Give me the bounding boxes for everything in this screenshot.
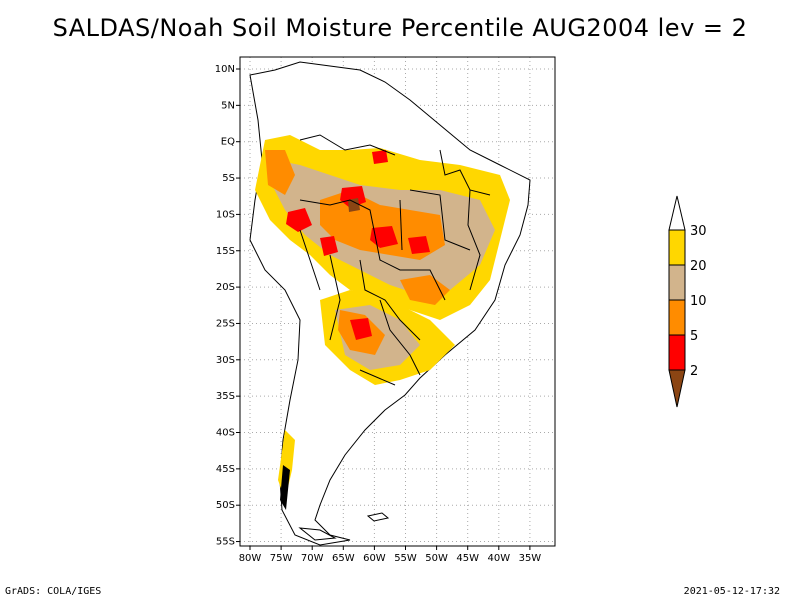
colorbar: 30 20 10 5 2 xyxy=(668,195,707,408)
colorbar-swatch-10-20 xyxy=(668,264,686,301)
lat-label: 5N xyxy=(221,100,235,111)
plot-title: SALDAS/Noah Soil Moisture Percentile AUG… xyxy=(52,14,748,42)
soil-moisture-field xyxy=(249,61,531,546)
lat-label: 10N xyxy=(215,64,235,75)
lon-label: 60W xyxy=(363,553,386,564)
lon-label: 75W xyxy=(270,553,293,564)
colorbar-swatch-5-10 xyxy=(668,299,686,336)
lat-label: 55S xyxy=(216,537,235,548)
red-patch-5 xyxy=(350,318,372,340)
colorbar-label-5: 5 xyxy=(690,329,698,344)
lat-label: 30S xyxy=(216,355,235,366)
axis-labels: 10N 5N EQ 5S 10S 15S 20S 25S 30S 35S 40S 45S 50S 55S 8… xyxy=(215,64,542,564)
lon-label: 45W xyxy=(456,553,479,564)
red-patch-7 xyxy=(372,150,388,164)
lat-label: 5S xyxy=(222,173,235,184)
lat-label: 35S xyxy=(216,391,235,402)
map-frame xyxy=(239,56,556,547)
lat-label: 50S xyxy=(216,500,235,511)
lon-label: 40W xyxy=(487,553,510,564)
footer-timestamp: 2021-05-12-17:32 xyxy=(683,586,780,597)
lon-label: 80W xyxy=(239,553,262,564)
lat-label: 15S xyxy=(216,246,235,257)
colorbar-label-10: 10 xyxy=(690,294,707,309)
red-patch-6 xyxy=(320,236,338,256)
tierra-del-fuego xyxy=(298,527,337,541)
country-borders xyxy=(299,134,491,386)
red-patch-1 xyxy=(286,208,312,232)
lon-label: 55W xyxy=(394,553,417,564)
colorbar-label-20: 20 xyxy=(690,259,707,274)
chile-archipelago xyxy=(280,465,290,510)
lon-label: 35W xyxy=(519,553,542,564)
lat-label: 45S xyxy=(216,464,235,475)
colorbar-top-triangle xyxy=(668,195,686,231)
lat-label: 25S xyxy=(216,318,235,329)
orange-region-east xyxy=(400,275,450,305)
colorbar-swatch-20-30 xyxy=(668,229,686,266)
red-patch-4 xyxy=(408,236,430,254)
lat-label: 10S xyxy=(216,209,235,220)
colorbar-label-2: 2 xyxy=(690,364,698,379)
falkland-islands xyxy=(366,512,390,522)
lon-label: 50W xyxy=(425,553,448,564)
lat-label: 40S xyxy=(216,428,235,439)
red-patch-2 xyxy=(340,186,366,208)
orange-region-west xyxy=(265,150,295,195)
lat-label: 20S xyxy=(216,282,235,293)
lon-label: 65W xyxy=(332,553,355,564)
lon-label: 70W xyxy=(301,553,324,564)
footer-credit: GrADS: COLA/IGES xyxy=(5,586,102,597)
colorbar-label-30: 30 xyxy=(690,224,707,239)
brown-patch xyxy=(348,198,360,212)
lat-label: EQ xyxy=(221,137,235,148)
colorbar-swatch-2-5 xyxy=(668,334,686,371)
colorbar-bottom-triangle xyxy=(668,369,686,408)
